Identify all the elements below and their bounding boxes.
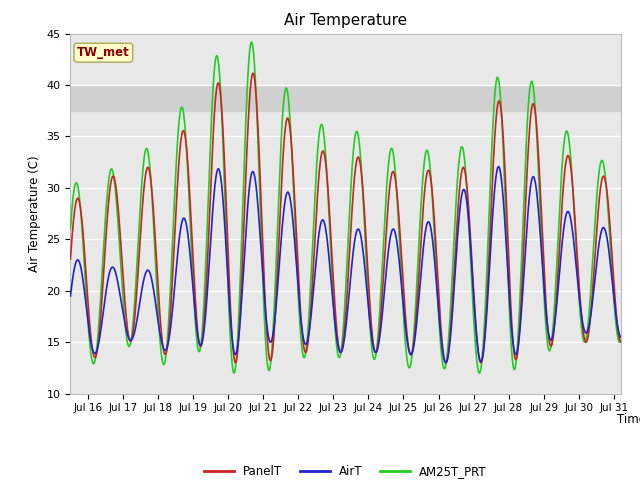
AirT (600, 225, 608, 231)
PanelT (328, 254, 336, 260)
PanelT (617, 339, 625, 345)
AirT (467, 241, 474, 247)
Title: Air Temperature: Air Temperature (284, 13, 407, 28)
PanelT (467, 232, 474, 238)
AM25T_PRT (476, 370, 483, 376)
PanelT (67, 256, 74, 262)
Legend: PanelT, AirT, AM25T_PRT: PanelT, AirT, AM25T_PRT (200, 461, 492, 480)
PanelT (600, 174, 608, 180)
AM25T_PRT (248, 39, 255, 45)
Bar (70, 85, 621, 111)
AirT (328, 288, 336, 293)
AirT (495, 164, 502, 169)
AirT (298, 323, 305, 329)
AM25T_PRT (467, 251, 474, 257)
AirT (302, 341, 310, 347)
PanelT (477, 360, 484, 366)
AM25T_PRT (600, 165, 608, 170)
Line: AM25T_PRT: AM25T_PRT (70, 42, 621, 373)
AirT (67, 293, 74, 299)
PanelT (249, 71, 257, 76)
PanelT (298, 325, 306, 331)
AirT (442, 360, 450, 366)
AM25T_PRT (298, 344, 306, 350)
AirT (573, 269, 580, 275)
Text: TW_met: TW_met (77, 46, 130, 59)
Y-axis label: Air Temperature (C): Air Temperature (C) (28, 156, 41, 272)
AirT (617, 334, 625, 340)
Line: PanelT: PanelT (70, 73, 621, 363)
AM25T_PRT (573, 257, 580, 263)
AM25T_PRT (67, 226, 74, 232)
AM25T_PRT (302, 347, 310, 352)
X-axis label: Time: Time (618, 413, 640, 426)
AM25T_PRT (617, 337, 625, 343)
PanelT (573, 245, 580, 251)
AM25T_PRT (328, 274, 336, 280)
PanelT (302, 349, 310, 355)
Line: AirT: AirT (70, 167, 621, 363)
